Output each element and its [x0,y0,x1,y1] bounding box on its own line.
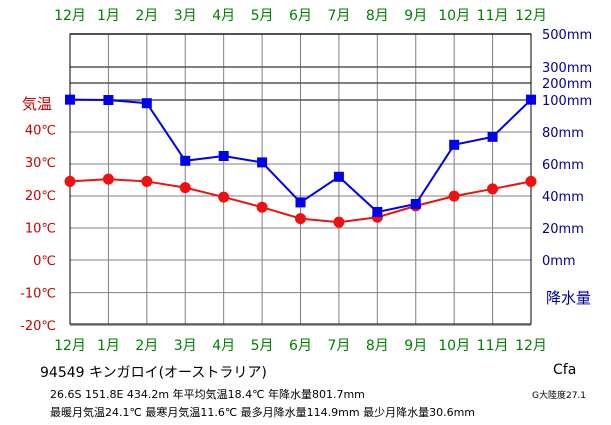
month-label-bottom: 11月 [477,338,509,354]
precipitation-point [180,155,191,166]
temperature-tick-label: 40℃ [25,124,56,139]
precipitation-point [333,171,344,182]
month-label-bottom: 6月 [289,338,312,354]
temperature-point [295,213,306,225]
temperature-point [256,201,268,213]
grid [70,33,531,326]
month-label-bottom: 7月 [327,338,350,354]
month-label-bottom: 1月 [97,338,120,354]
precipitation-tick-label: 500mm [542,28,592,43]
station-name: 94549 キンガロイ(オーストラリア) [40,365,267,381]
month-label-bottom: 2月 [135,338,158,354]
month-label-top: 11月 [477,8,509,24]
precipitation-point [526,94,536,105]
precipitation-tick-label: 60mm [542,158,584,173]
precipitation-tick-label: 0mm [542,254,576,269]
precipitation-tick-label: 80mm [542,126,584,141]
month-label-top: 1月 [97,8,120,24]
precipitation-tick-label: 300mm [542,61,592,76]
month-label-top: 7月 [327,8,350,24]
precipitation-point [410,199,421,209]
month-label-bottom: 3月 [174,338,197,354]
temperature-tick-label: 30℃ [25,156,56,171]
precipitation-axis-title: 降水量 [546,289,591,307]
month-label-top: 8月 [366,8,389,24]
temperature-point [179,182,191,194]
month-label-bottom: 4月 [212,338,235,354]
temperature-point [141,175,153,187]
precipitation-tick-label: 20mm [542,222,584,237]
temperature-point [525,175,537,187]
month-label-top: 4月 [212,8,235,24]
month-label-bottom: 5月 [251,338,274,354]
temperature-tick-label: 20℃ [25,189,56,204]
month-label-top: 3月 [174,8,197,24]
month-label-bottom: 12月 [54,338,86,354]
temperature-point [487,183,499,195]
month-label-top: 5月 [251,8,274,24]
precipitation-point [257,157,268,168]
precipitation-point [295,197,306,208]
data-series [64,94,537,228]
month-label-bottom: 8月 [366,338,389,354]
continentality-index: G大陸度27.1 [532,391,587,401]
month-label-bottom: 10月 [438,338,470,354]
precipitation-point [487,131,498,142]
month-label-bottom: 12月 [515,338,547,354]
month-label-top: 9月 [404,8,427,24]
bottom-month-labels: 12月 1月 2月 3月 4月 5月 6月 7月 8月 9月 10月 11月 12月 [54,338,547,354]
temperature-axis: 気温 40℃ 30℃ 20℃ 10℃ 0℃ -10℃ -20℃ [20,95,56,334]
month-label-bottom: 9月 [404,338,427,354]
month-label-top: 10月 [438,8,470,24]
precipitation-point [141,98,152,109]
month-label-top: 12月 [54,8,86,24]
precipitation-point [103,95,114,105]
month-label-top: 2月 [135,8,158,24]
climate-class: Cfa [553,362,577,378]
month-label-top: 12月 [515,8,547,24]
precipitation-point [218,151,229,161]
precipitation-tick-label: 100mm [542,94,592,109]
temperature-point [218,191,230,203]
top-month-labels: 12月 1月 2月 3月 4月 5月 6月 7月 8月 9月 10月 11月 12月 [54,8,547,24]
precipitation-tick-label: 200mm [542,77,592,92]
temperature-point [102,173,114,185]
temperature-axis-title: 気温 [22,95,52,113]
temperature-point [448,190,460,202]
temperature-tick-label: 10℃ [25,221,56,236]
precipitation-point [65,94,75,105]
temperature-tick-label: -10℃ [20,287,56,302]
precipitation-point [449,139,460,150]
temperature-tick-label: 0℃ [33,254,56,269]
station-summary-line-2: 最暖月気温24.1℃ 最寒月気温11.6℃ 最多月降水量114.9mm 最少月降… [50,406,476,419]
month-label-top: 6月 [289,8,312,24]
temperature-point [333,216,345,228]
temperature-tick-label: -20℃ [20,319,56,334]
temperature-point [64,175,76,187]
precipitation-tick-label: 40mm [542,190,584,205]
station-summary-line-1: 26.6S 151.8E 434.2m 年平均気温18.4℃ 年降水量801.7… [50,388,365,401]
precipitation-point [372,207,383,217]
